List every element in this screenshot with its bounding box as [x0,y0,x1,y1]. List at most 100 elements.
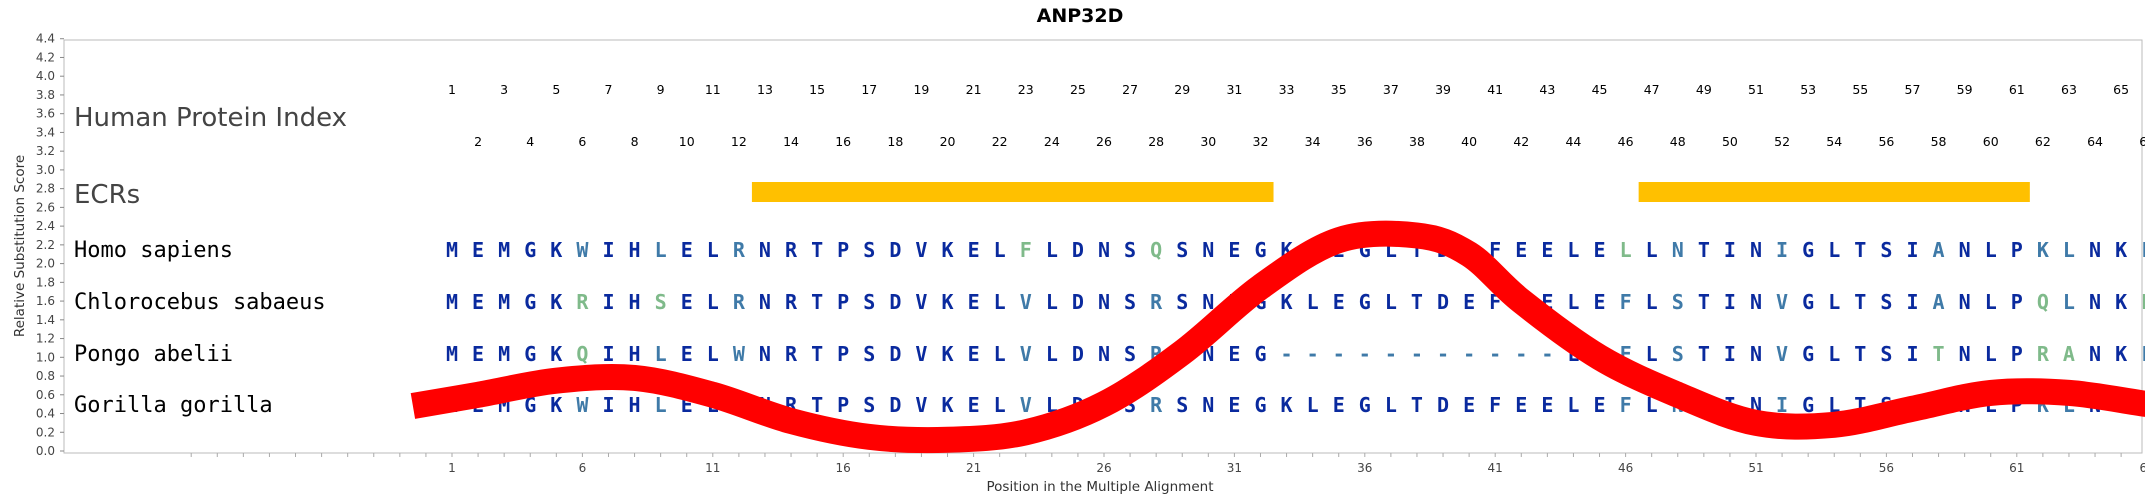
human-index-number: 42 [1513,134,1529,149]
residue: R [785,290,798,314]
residue: L [707,342,719,366]
residue: S [1124,342,1136,366]
human-index-number: 16 [835,134,851,149]
residue: E [472,342,484,366]
residue: K [550,290,562,314]
human-index-number: 13 [757,82,773,97]
residue: - [1281,342,1293,366]
residue: R [785,238,798,262]
residue: S [863,342,875,366]
ecr-bars [751,182,2030,202]
residue: H [629,342,641,366]
residue: L [994,238,1006,262]
human-index-number: 64 [2087,134,2103,149]
residue: L [1567,290,1579,314]
residue: L [1046,290,1058,314]
residue: P [837,290,849,314]
x-tick-label: 41 [1488,461,1503,475]
y-tick-label: 0.0 [36,444,55,458]
y-tick-label: 3.6 [36,107,55,121]
human-index-number: 53 [1800,82,1816,97]
human-index-number: 51 [1748,82,1764,97]
human-index-number: 36 [1357,134,1373,149]
residue: G [1254,393,1266,417]
human-index-number: 50 [1722,134,1738,149]
human-index-number: 39 [1435,82,1451,97]
residue: Q [1150,238,1162,262]
residue: - [1515,342,1527,366]
residue: T [1854,342,1866,366]
residue: K [2115,342,2127,366]
residue: V [1020,290,1032,314]
residue: T [811,393,823,417]
x-axis: 1611162126313641465156616671768186919610… [190,453,2145,475]
residue: M [498,290,510,314]
y-tick-label: 4.4 [36,32,55,46]
human-index-number: 6 [578,134,586,149]
human-index-number: 8 [631,134,639,149]
residue: S [1176,393,1188,417]
human-index-number: 12 [731,134,747,149]
residue: L [655,238,667,262]
residue: V [915,393,927,417]
residue: L [994,393,1006,417]
residue: F [1620,393,1632,417]
residue: D [889,290,901,314]
residue: L [1046,342,1058,366]
residue: E [1593,393,1605,417]
residue: L [1828,342,1840,366]
ecrs-label: ECRs [74,180,140,210]
residue: E [968,393,980,417]
y-tick-label: 4.2 [36,50,55,64]
residue: T [1854,290,1866,314]
residue: D [1437,393,1449,417]
residue: K [2115,290,2127,314]
y-tick-label: 3.0 [36,163,55,177]
residue: I [1776,238,1788,262]
residue: W [576,238,589,262]
residue: D [1072,342,1084,366]
residue: L [1985,238,1997,262]
score-line [410,220,2145,454]
residue: L [707,290,719,314]
residue: R [1150,290,1163,314]
residue: E [1463,290,1475,314]
x-tick-label: 26 [1096,461,1111,475]
residue: L [2141,238,2145,262]
x-tick-label: 51 [1748,461,1763,475]
human-index-number: 15 [809,82,825,97]
residue: K [1281,290,1293,314]
x-tick-label: 46 [1618,461,1633,475]
x-tick-label: 21 [966,461,981,475]
residue: I [602,342,614,366]
residue: N [1672,238,1684,262]
residue: N [1098,342,1110,366]
residue: V [1020,342,1032,366]
residue: E [1515,393,1527,417]
residue: T [1698,290,1710,314]
substitution-score-curve [410,220,2145,454]
residue: R [733,290,746,314]
residue: I [602,393,614,417]
ecr-bar [1638,182,2030,202]
residue: K [2037,238,2049,262]
residue: L [1385,393,1397,417]
residue: P [837,342,849,366]
residue: D [889,342,901,366]
residue: E [472,290,484,314]
residue: R [2037,342,2050,366]
x-tick-label: 66 [2140,461,2145,475]
human-index-number: 59 [1957,82,1973,97]
residue: V [915,342,927,366]
residue: E [1463,393,1475,417]
residue: G [1254,238,1266,262]
residue: E [1333,393,1345,417]
human-index-number: 33 [1279,82,1295,97]
residue: I [602,290,614,314]
residue: P [837,393,849,417]
residue: V [1020,393,1032,417]
residue: R [576,290,589,314]
human-index-number: 26 [1096,134,1112,149]
residue: E [1593,238,1605,262]
residue: T [1854,238,1866,262]
